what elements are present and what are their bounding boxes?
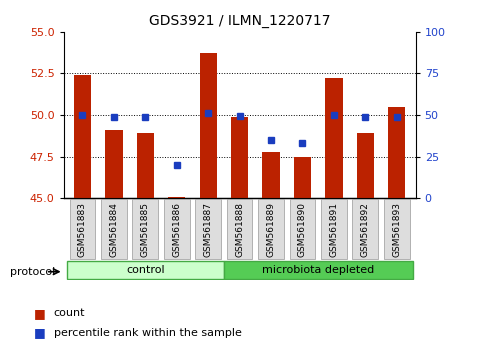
Bar [293,156,310,198]
Text: GSM561891: GSM561891 [329,202,338,257]
Text: GSM561883: GSM561883 [78,202,87,257]
FancyBboxPatch shape [66,261,224,279]
FancyBboxPatch shape [383,200,409,259]
FancyBboxPatch shape [289,200,315,259]
Text: GSM561887: GSM561887 [203,202,212,257]
Bar [325,79,342,198]
Bar [74,75,91,198]
FancyBboxPatch shape [101,200,126,259]
FancyBboxPatch shape [320,200,346,259]
Text: GSM561885: GSM561885 [141,202,149,257]
Bar [387,107,405,198]
FancyBboxPatch shape [352,200,378,259]
Text: GSM561888: GSM561888 [235,202,244,257]
Text: microbiota depleted: microbiota depleted [262,265,373,275]
Bar [356,133,373,198]
Text: GSM561893: GSM561893 [391,202,401,257]
Bar [136,133,154,198]
FancyBboxPatch shape [163,200,189,259]
Text: GSM561892: GSM561892 [360,202,369,257]
Text: ■: ■ [34,326,46,339]
Title: GDS3921 / ILMN_1220717: GDS3921 / ILMN_1220717 [148,14,330,28]
Text: ■: ■ [34,307,46,320]
Bar [230,117,248,198]
Bar [199,53,216,198]
Text: control: control [126,265,164,275]
FancyBboxPatch shape [224,261,412,279]
FancyBboxPatch shape [132,200,158,259]
Bar [262,152,279,198]
FancyBboxPatch shape [226,200,252,259]
Text: GSM561886: GSM561886 [172,202,181,257]
Text: percentile rank within the sample: percentile rank within the sample [54,328,241,338]
FancyBboxPatch shape [69,200,95,259]
Bar [105,130,122,198]
Bar [168,196,185,198]
Text: GSM561890: GSM561890 [297,202,306,257]
Text: count: count [54,308,85,318]
Text: GSM561889: GSM561889 [266,202,275,257]
FancyBboxPatch shape [195,200,221,259]
FancyBboxPatch shape [258,200,284,259]
Text: protocol: protocol [10,267,55,277]
Text: GSM561884: GSM561884 [109,202,118,257]
